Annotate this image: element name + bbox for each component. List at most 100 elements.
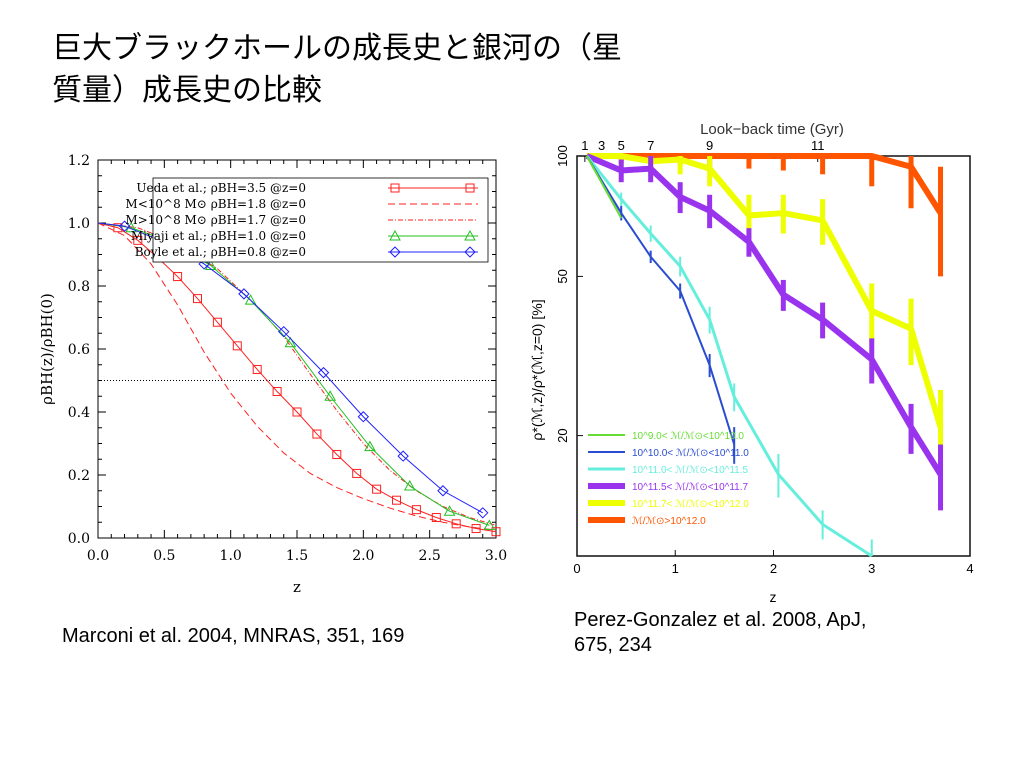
legend-swatch-marker-4 bbox=[389, 246, 401, 258]
left-series-marker-0 bbox=[173, 272, 183, 282]
left-y-tick-label: 0.6 bbox=[68, 342, 90, 358]
legend-label-mgt: M>10^8 M⊙ ρBH=1.7 @z=0 bbox=[125, 213, 306, 227]
left-series-marker-3 bbox=[324, 390, 337, 401]
right-x-tick-labels: 0 1 2 3 4 bbox=[573, 561, 973, 576]
right-series-line-1 bbox=[585, 155, 736, 445]
left-y-tick-label: 1.0 bbox=[68, 216, 90, 232]
right-legend-label-0: 10^9.0< ℳ/ℳ⊙<10^10.0 bbox=[632, 431, 744, 442]
left-x-tick-labels: 0.0 0.5 1.0 1.5 2.0 2.5 3.0 bbox=[87, 548, 507, 564]
right-legend-label-4: 10^11.7< ℳ/ℳ⊙<10^12.0 bbox=[632, 499, 749, 510]
right-top-axis-label: Look−back time (Gyr) bbox=[700, 121, 844, 138]
left-series-marker-0 bbox=[372, 484, 382, 494]
left-series bbox=[97, 220, 501, 537]
legend-swatch-marker-0 bbox=[390, 183, 400, 193]
left-legend-swatches bbox=[388, 183, 478, 258]
left-series-marker-4 bbox=[238, 288, 250, 300]
right-top-tick-label: 3 bbox=[598, 138, 605, 153]
right-legend-label-1: 10^10.0< ℳ/ℳ⊙<10^11.0 bbox=[632, 448, 749, 459]
left-series-marker-0 bbox=[411, 505, 421, 515]
left-chart: 0.0 0.5 1.0 1.5 2.0 2.5 3.0 0.0 0.2 0.4 0.6 0.8 1.0… bbox=[38, 153, 507, 596]
legend-swatch-marker-3 bbox=[389, 229, 401, 241]
left-legend: Ueda et al.; ρBH=3.5 @z=0 M<10^8 M⊙ ρBH=… bbox=[125, 177, 489, 263]
right-series bbox=[585, 153, 944, 558]
left-y-tick-label: 1.2 bbox=[68, 153, 90, 169]
right-legend: 10^9.0< ℳ/ℳ⊙<10^10.0 10^10.0< ℳ/ℳ⊙<10^11.… bbox=[588, 431, 749, 527]
slide-title: 巨大ブラックホールの成長史と銀河の（星 質量）成長史の比較 bbox=[52, 28, 652, 112]
legend-swatch-marker-3 bbox=[464, 229, 476, 241]
left-series-marker-3 bbox=[403, 479, 416, 491]
caption-right-line-2: 675, 234 bbox=[574, 634, 652, 656]
legend-label-boyle: Boyle et al.; ρBH=0.8 @z=0 bbox=[135, 245, 306, 259]
title-line-1: 巨大ブラックホールの成長史と銀河の（星 bbox=[52, 31, 622, 66]
right-top-tick-label: 11 bbox=[811, 138, 825, 153]
left-series-marker-0 bbox=[392, 495, 401, 505]
left-series-marker-0 bbox=[292, 407, 302, 417]
left-x-tick-label: 0.5 bbox=[153, 548, 175, 564]
left-series-marker-3 bbox=[284, 336, 297, 348]
left-series-marker-0 bbox=[252, 364, 262, 374]
right-y-tick-label: 50 bbox=[555, 269, 570, 283]
right-top-tick-labels: 1 3 5 7 9 11 bbox=[581, 138, 824, 153]
left-series-marker-3 bbox=[483, 519, 496, 530]
right-x-tick-label: 0 bbox=[573, 561, 580, 576]
left-x-tick-label: 1.0 bbox=[220, 548, 242, 564]
right-x-tick-label: 2 bbox=[770, 561, 777, 576]
caption-left: Marconi et al. 2004, MNRAS, 351, 169 bbox=[62, 625, 405, 647]
left-series-marker-0 bbox=[491, 527, 501, 537]
caption-right-line-1: Perez-Gonzalez et al. 2008, ApJ, bbox=[574, 609, 867, 631]
right-top-tick-label: 9 bbox=[706, 138, 713, 153]
right-top-tick-label: 1 bbox=[581, 138, 588, 153]
left-series-marker-4 bbox=[118, 220, 131, 232]
left-series-marker-0 bbox=[113, 223, 123, 233]
left-series-marker-0 bbox=[232, 341, 242, 351]
right-ylabel: ρ*(ℳ,z)/ρ*(ℳ,z=0) [%] bbox=[529, 299, 545, 440]
right-series-line-5 bbox=[586, 153, 944, 215]
right-y-tick-label: 100 bbox=[555, 145, 570, 167]
left-xlabel: z bbox=[293, 578, 301, 596]
left-series-marker-0 bbox=[471, 524, 481, 534]
left-series-marker-0 bbox=[133, 235, 143, 245]
left-series-marker-4 bbox=[278, 325, 290, 338]
right-x-tick-label: 3 bbox=[868, 561, 875, 576]
left-x-tick-label: 0.0 bbox=[87, 548, 109, 564]
left-series-marker-3 bbox=[244, 294, 257, 305]
left-x-tick-label: 1.5 bbox=[286, 548, 308, 564]
left-series-marker-0 bbox=[312, 429, 322, 439]
left-series-marker-4 bbox=[317, 366, 330, 379]
left-series-marker-0 bbox=[332, 450, 342, 460]
legend-label-miyaji: Miyaji et al.; ρBH=1.0 @z=0 bbox=[131, 229, 306, 243]
left-series-line-1 bbox=[97, 222, 497, 531]
caption-right: Perez-Gonzalez et al. 2008, ApJ, 675, 23… bbox=[574, 608, 866, 658]
title-line-2: 質量）成長史の比較 bbox=[52, 73, 322, 108]
left-series-marker-3 bbox=[443, 505, 456, 516]
left-series-line-4 bbox=[97, 222, 483, 514]
left-y-tick-label: 0.4 bbox=[68, 405, 90, 421]
right-y-tick-labels: 20 50 100 bbox=[555, 145, 570, 443]
legend-label-mlt: M<10^8 M⊙ ρBH=1.8 @z=0 bbox=[125, 197, 306, 211]
left-series-marker-3 bbox=[364, 440, 376, 452]
left-series-marker-4 bbox=[477, 507, 489, 519]
left-series-line-2 bbox=[97, 222, 497, 526]
left-series-marker-0 bbox=[352, 468, 362, 478]
left-series-marker-4 bbox=[437, 485, 449, 497]
left-y-tick-label: 0.0 bbox=[68, 531, 90, 547]
left-y-tick-label: 0.8 bbox=[68, 279, 90, 295]
right-x-tick-label: 1 bbox=[672, 561, 679, 576]
left-y-tick-label: 0.2 bbox=[68, 468, 90, 484]
left-series-line-0 bbox=[97, 222, 497, 533]
right-y-tick-label: 20 bbox=[555, 428, 570, 442]
right-legend-label-2: 10^11.0< ℳ/ℳ⊙<10^11.5 bbox=[632, 465, 749, 476]
right-top-tick-label: 7 bbox=[647, 138, 654, 153]
left-x-tick-label: 3.0 bbox=[485, 548, 507, 564]
left-series-marker-0 bbox=[193, 294, 202, 304]
left-y-tick-labels: 0.0 0.2 0.4 0.6 0.8 1.0 1.2 bbox=[68, 153, 90, 547]
left-x-tick-label: 2.0 bbox=[352, 548, 374, 564]
legend-swatch-marker-4 bbox=[464, 246, 476, 258]
right-x-tick-label: 4 bbox=[966, 561, 973, 576]
left-ylabel: ρBH(z)/ρBH(0) bbox=[38, 293, 56, 405]
left-x-tick-label: 2.5 bbox=[419, 548, 441, 564]
right-legend-label-5: ℳ/ℳ⊙>10^12.0 bbox=[632, 516, 706, 527]
right-xlabel: z bbox=[770, 589, 777, 605]
left-series-marker-4 bbox=[397, 450, 409, 462]
